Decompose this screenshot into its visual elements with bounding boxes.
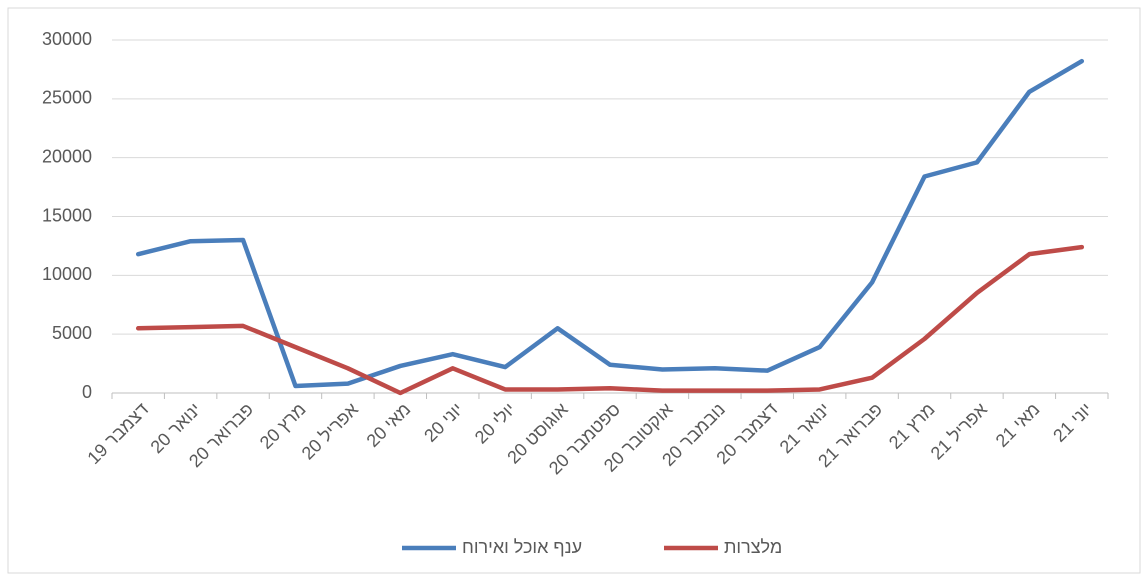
legend-label: ענף אוכל ואירוח [462, 537, 582, 557]
legend-label: מלצרות [724, 537, 782, 557]
y-tick-label: 30000 [42, 29, 92, 49]
y-tick-label: 10000 [42, 264, 92, 284]
line-series [135, 58, 1085, 389]
y-tick-label: 5000 [52, 323, 92, 343]
y-tick-label: 15000 [42, 205, 92, 225]
line-series [135, 244, 1085, 396]
y-tick-label: 25000 [42, 88, 92, 108]
y-tick-label: 0 [82, 382, 92, 402]
chart-border [7, 7, 1141, 574]
y-tick-label: 20000 [42, 146, 92, 166]
